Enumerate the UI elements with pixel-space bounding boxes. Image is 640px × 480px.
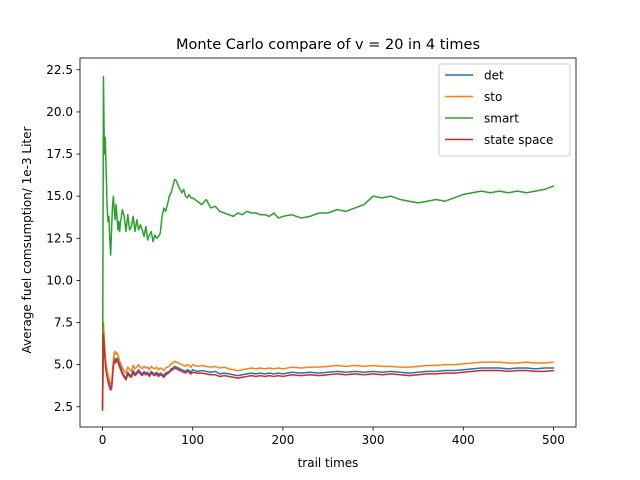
y-axis-label: Average fuel comsumption/ 1e-3 Liter xyxy=(20,126,34,353)
y-tick-label: 10.0 xyxy=(46,273,73,287)
axes-frame xyxy=(79,57,577,428)
series-line-sto xyxy=(101,321,555,406)
x-tick-label: 300 xyxy=(362,433,385,447)
chart-title: Monte Carlo compare of v = 20 in 4 times xyxy=(176,37,480,53)
series-line-det xyxy=(101,331,555,408)
y-tick-label: 17.5 xyxy=(46,147,73,161)
x-tick-label: 0 xyxy=(99,433,107,447)
legend-label-state-space: state space xyxy=(484,133,553,147)
legend-label-smart: smart xyxy=(484,112,519,126)
legend-label-sto: sto xyxy=(484,90,502,104)
x-tick-label: 200 xyxy=(271,433,294,447)
x-tick-label: 500 xyxy=(542,433,565,447)
y-tick-label: 7.5 xyxy=(54,316,73,330)
series-line-smart xyxy=(101,75,555,410)
x-tick-label: 100 xyxy=(181,433,204,447)
x-axis-label: trail times xyxy=(298,456,359,470)
series-lines xyxy=(101,75,555,411)
y-tick-label: 20.0 xyxy=(46,105,73,119)
y-tick-label: 22.5 xyxy=(46,63,73,77)
y-tick-label: 12.5 xyxy=(46,231,73,245)
series-line-state-space xyxy=(101,333,555,411)
legend-label-det: det xyxy=(484,69,504,83)
plot-area xyxy=(101,75,555,411)
legend: det sto smart state space xyxy=(438,63,571,157)
axes: 0 100 200 300 400 500 2.5 5.0 7.5 10.0 12.5 15.0 17.… xyxy=(46,57,577,447)
y-tick-label: 5.0 xyxy=(54,358,73,372)
y-tick-label: 2.5 xyxy=(54,400,73,414)
legend-box xyxy=(438,63,571,157)
y-tick-label: 15.0 xyxy=(46,189,73,203)
x-tick-label: 400 xyxy=(452,433,475,447)
